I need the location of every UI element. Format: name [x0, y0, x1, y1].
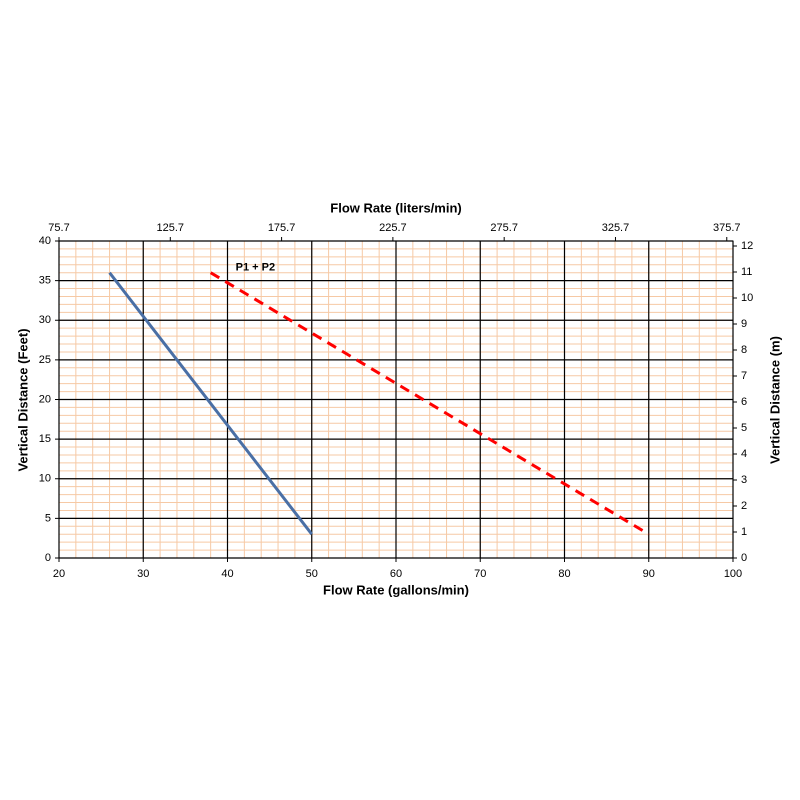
x2-tick-label: 125.7: [157, 222, 185, 234]
x2-tick-label: 325.7: [602, 222, 630, 234]
y-tick-label: 40: [39, 235, 51, 247]
plot-frame: [58, 240, 734, 559]
x2-tick-label: 225.7: [379, 222, 407, 234]
x2-tick-label: 75.7: [48, 222, 69, 234]
x-tick-label: 30: [137, 568, 149, 580]
y2-tick-label: 8: [741, 344, 747, 356]
y2-tick-label: 5: [741, 422, 747, 434]
y2-tick-label: 3: [741, 474, 747, 486]
x2-tick-label: 175.7: [268, 222, 296, 234]
y-tick-label: 10: [39, 473, 51, 485]
y2-tick-label: 4: [741, 448, 747, 460]
series-line: [108, 271, 313, 536]
y-tick-label: 25: [39, 354, 51, 366]
y2-axis-label: Vertical Distance (m): [767, 336, 782, 464]
y2-tick-label: 7: [741, 370, 747, 382]
x-tick-label: 90: [643, 568, 655, 580]
y-tick-label: 35: [39, 275, 51, 287]
y2-tick-label: 2: [741, 500, 747, 512]
y-tick-label: 20: [39, 393, 51, 405]
x-tick-label: 100: [724, 568, 742, 580]
x-tick-label: 20: [53, 568, 65, 580]
y2-tick-label: 11: [741, 266, 752, 278]
x2-tick-label: 375.7: [713, 222, 741, 234]
x-tick-label: 80: [558, 568, 570, 580]
x-tick-label: 60: [390, 568, 402, 580]
x2-tick-label: 275.7: [490, 222, 518, 234]
y2-tick-label: 1: [741, 526, 747, 538]
y-tick-label: 30: [39, 314, 51, 326]
y-tick-label: 5: [45, 512, 51, 524]
y-tick-label: 15: [39, 433, 51, 445]
y-axis-label: Vertical Distance (Feet): [15, 328, 30, 471]
y2-tick-label: 10: [741, 292, 753, 304]
y-tick-label: 0: [45, 552, 51, 564]
annotation: P1 + P2: [236, 262, 275, 274]
series-line: [209, 271, 650, 536]
x-tick-label: 50: [306, 568, 318, 580]
y2-tick-label: 0: [741, 552, 747, 564]
x-axis-label: Flow Rate (gallons/min): [323, 582, 469, 597]
x2-axis-label: Flow Rate (liters/min): [330, 200, 461, 215]
y2-tick-label: 9: [741, 318, 747, 330]
x-tick-label: 40: [221, 568, 233, 580]
x-tick-label: 70: [474, 568, 486, 580]
y2-tick-label: 6: [741, 396, 747, 408]
y2-tick-label: 12: [741, 240, 753, 252]
